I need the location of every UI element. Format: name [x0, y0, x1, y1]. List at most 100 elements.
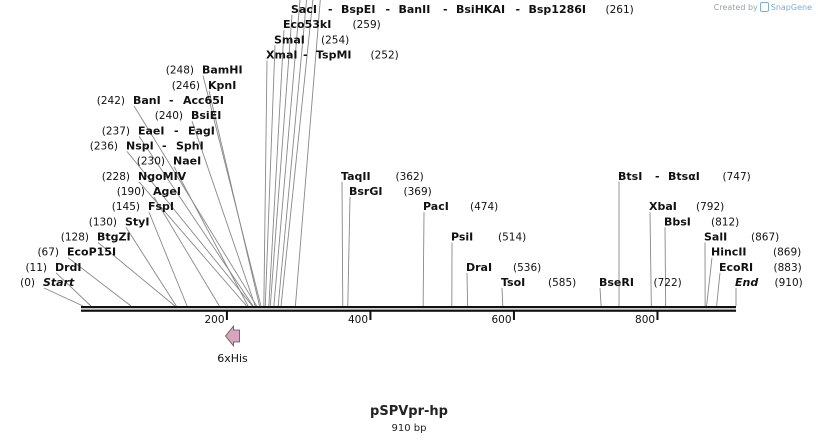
- leader-line-start: [43, 287, 84, 307]
- feature-6xhis[interactable]: 6xHis: [217, 324, 248, 365]
- enzyme-name-styi: StyI: [125, 215, 149, 228]
- enzyme-name-drai: DraI: [466, 261, 492, 274]
- feature-arrow-6xhis[interactable]: [225, 324, 240, 348]
- enzyme-name-end: End: [735, 276, 758, 289]
- site-position-eaei-eagi: (237): [102, 125, 130, 137]
- name-separator: -: [328, 3, 333, 16]
- site-label-taqii[interactable]: TaqII (362): [341, 170, 424, 183]
- site-position-bsiei: (240): [155, 110, 183, 122]
- site-label-agei[interactable]: (190) AgeI: [117, 185, 181, 198]
- site-position-drai: (536): [513, 262, 541, 274]
- site-position-nspi-sphi: (236): [90, 140, 118, 152]
- name-separator: -: [655, 170, 660, 183]
- site-label-naei[interactable]: (230) NaeI: [137, 155, 201, 168]
- leader-line-naei: [173, 166, 249, 307]
- leader-line-bamhi: [202, 75, 262, 307]
- leader-line-bseri: [599, 287, 602, 307]
- site-label-sali[interactable]: SalI (867): [704, 230, 779, 243]
- site-label-styi[interactable]: (130) StyI: [89, 215, 150, 228]
- site-label-bani-acc65i[interactable]: (242) BanI - Acc65I: [97, 94, 224, 107]
- enzyme-name-drdi: DrdI: [55, 261, 82, 274]
- site-label-drai[interactable]: DraI (536): [466, 261, 541, 274]
- site-label-eco53ki[interactable]: Eco53kI (259): [283, 18, 381, 31]
- enzyme-name-bsp1286i: Bsp1286I: [529, 3, 587, 16]
- site-position-bglii: (266): [354, 0, 382, 1]
- enzyme-name-eaei: EaeI: [138, 124, 165, 137]
- enzyme-name-xmai: XmaI: [266, 48, 297, 61]
- site-position-psii: (514): [498, 231, 526, 243]
- site-label-xmai-tspmi[interactable]: XmaI - TspMI (252): [266, 48, 399, 61]
- site-position-taqii: (362): [396, 171, 424, 183]
- site-label-tsoi[interactable]: TsoI (585): [501, 276, 576, 289]
- site-label-xbai[interactable]: XbaI (792): [649, 200, 724, 213]
- site-label-eaei-eagi[interactable]: (237) EaeI - EagI: [102, 124, 215, 137]
- site-label-bglii[interactable]: BglII (266): [299, 0, 382, 1]
- name-separator: -: [386, 3, 391, 16]
- site-label-kpni[interactable]: (246) KpnI: [172, 79, 237, 92]
- enzyme-name-bseri: BseRI: [599, 276, 634, 289]
- leader-line-agei: [153, 196, 220, 307]
- site-position-bbsi: (812): [711, 216, 739, 228]
- site-label-btgzi[interactable]: (128) BtgZI: [61, 230, 131, 243]
- site-label-end[interactable]: End (910): [735, 276, 803, 289]
- enzyme-name-bglii: BglII: [299, 0, 327, 1]
- site-position-styi: (130): [89, 216, 117, 228]
- enzyme-name-tspmi: TspMI: [316, 48, 352, 61]
- site-position-ecori: (883): [774, 262, 802, 274]
- axis-tick-label-400: 400: [348, 314, 368, 326]
- enzyme-name-ecop15i: EcoP15I: [67, 246, 116, 259]
- name-separator: -: [516, 3, 521, 16]
- site-label-drdi[interactable]: (11) DrdI: [25, 261, 81, 274]
- site-label-bamhi[interactable]: (248) BamHI: [166, 64, 243, 77]
- plasmid-name: pSPVpr-hp: [370, 404, 448, 419]
- enzyme-name-bsihkai: BsiHKAI: [456, 3, 505, 16]
- leader-line-xmai-tspmi: [263, 60, 268, 307]
- site-label-nspi-sphi[interactable]: (236) NspI - SphI: [90, 139, 204, 152]
- leader-line-xbai: [649, 212, 652, 307]
- axis-tick-400: [369, 311, 372, 320]
- backbone-strand-top: [81, 306, 736, 309]
- site-label-saci-bspei-banii-bsihkai-bsp1286i[interactable]: SacI - BspEI - BanII - BsiHKAI - Bsp1286I (261): [291, 3, 634, 16]
- plasmid-length: 910 bp: [391, 423, 427, 434]
- enzyme-name-hincii: HincII: [711, 246, 747, 259]
- axis-tick-800: [656, 311, 659, 320]
- site-label-bsrgi[interactable]: BsrGI (369): [349, 185, 432, 198]
- enzyme-name-taqii: TaqII: [341, 170, 371, 183]
- site-label-smai[interactable]: SmaI (254): [274, 33, 349, 46]
- enzyme-name-bani: BanI: [133, 94, 161, 107]
- enzyme-name-bspei: BspEI: [341, 3, 375, 16]
- site-position-tsoi: (585): [548, 277, 576, 289]
- site-position-hincii: (869): [773, 247, 801, 259]
- site-position-end: (910): [775, 277, 803, 289]
- site-label-psii[interactable]: PsiI (514): [451, 230, 526, 243]
- site-label-bbsi[interactable]: BbsI (812): [664, 215, 739, 228]
- site-position-xmai-tspmi: (252): [371, 49, 399, 61]
- site-position-drdi: (11): [25, 262, 47, 274]
- snapgene-logo-icon: [759, 2, 769, 12]
- leader-line-bsiei: [191, 120, 256, 307]
- site-label-ecop15i[interactable]: (67) EcoP15I: [37, 246, 116, 259]
- enzyme-name-naei: NaeI: [173, 155, 201, 168]
- site-label-ecori[interactable]: EcoRI (883): [719, 261, 802, 274]
- leader-line-tsoi: [501, 287, 504, 307]
- site-label-ngomiv[interactable]: (228) NgoMIV: [102, 170, 187, 183]
- sequence-backbone: [81, 306, 736, 312]
- axis-tick-label-200: 200: [204, 314, 224, 326]
- enzyme-name-bts-i: BtsαI: [668, 170, 700, 183]
- site-label-start[interactable]: (0) Start: [20, 276, 75, 289]
- site-label-bseri[interactable]: BseRI (722): [599, 276, 682, 289]
- site-label-bsiei[interactable]: (240) BsiEI: [155, 109, 222, 122]
- leader-line-ecori: [716, 272, 721, 307]
- site-label-paci[interactable]: PacI (474): [423, 200, 498, 213]
- enzyme-name-ngomiv: NgoMIV: [138, 170, 187, 183]
- site-position-btsi-bts-i: (747): [723, 171, 751, 183]
- site-label-hincii[interactable]: HincII (869): [711, 246, 801, 259]
- leader-line-bsrdi: [294, 0, 321, 307]
- site-position-xbai: (792): [696, 201, 724, 213]
- site-label-fspi[interactable]: (145) FspI: [112, 200, 174, 213]
- site-label-btsi-bts-i[interactable]: BtsI - BtsαI (747): [618, 170, 751, 183]
- site-position-naei: (230): [137, 156, 165, 168]
- site-position-ngomiv: (228): [102, 171, 130, 183]
- features-track: 6xHis: [217, 324, 248, 365]
